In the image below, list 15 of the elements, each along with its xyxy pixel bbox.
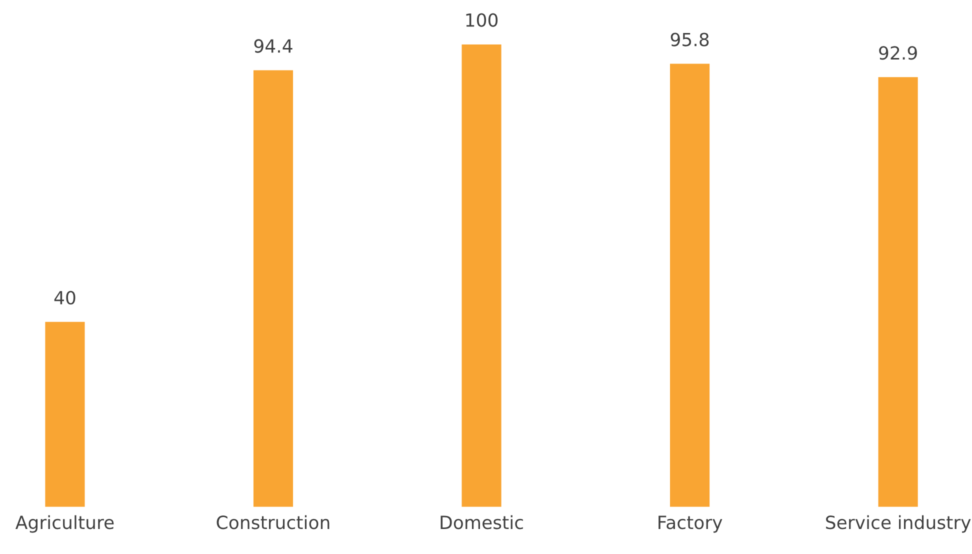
x-tick-label: Factory [658, 516, 722, 533]
bar [878, 77, 918, 507]
bar [462, 44, 502, 507]
x-tick-label: Domestic [440, 515, 523, 530]
x-tick-label: Construction [216, 515, 330, 530]
data-label: 100 [466, 13, 498, 27]
data-label: 40 [54, 290, 76, 304]
data-label: 95.8 [670, 32, 709, 46]
bar [45, 322, 85, 507]
x-tick-label: Service industry [826, 515, 971, 533]
bar [670, 64, 710, 507]
bar [253, 70, 294, 507]
x-tick-label: Agriculture [15, 515, 114, 533]
data-label: 94.4 [254, 39, 292, 53]
data-label: 92.9 [879, 46, 917, 60]
